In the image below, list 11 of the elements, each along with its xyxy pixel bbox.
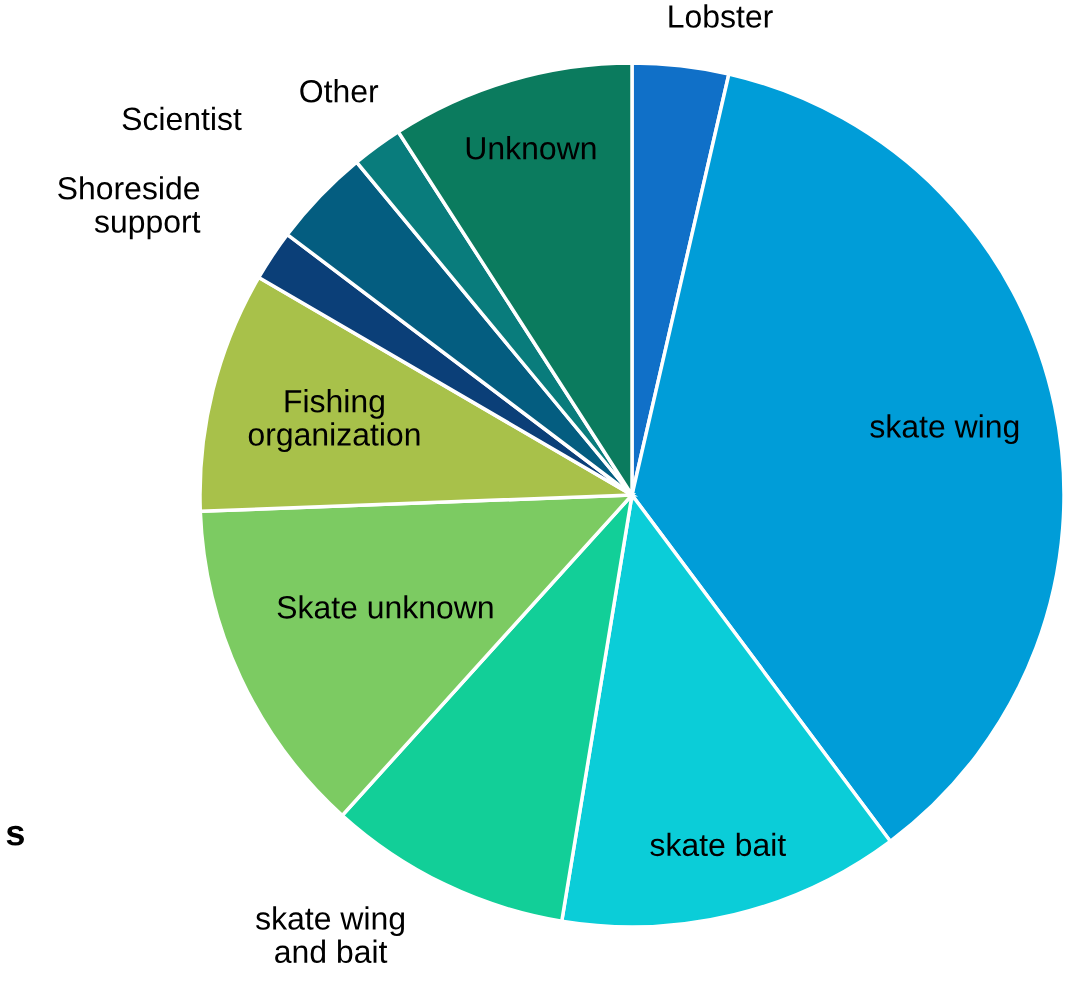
slice-label: Lobster (669, 4, 773, 28)
slice-label: skate wing and bait (256, 906, 404, 964)
slice-label: Skate unknown (277, 595, 493, 619)
slice-label: Unknown (466, 136, 596, 160)
text: s (6, 825, 24, 846)
slice-label: Other (300, 79, 379, 103)
slice-label: Scientist (122, 106, 242, 131)
slice-label: Shoreside support (58, 176, 201, 240)
slice-label: skate bait (650, 832, 786, 857)
slice-label: Fishing organization (248, 389, 420, 453)
slice-label: skate wing (870, 414, 1019, 445)
